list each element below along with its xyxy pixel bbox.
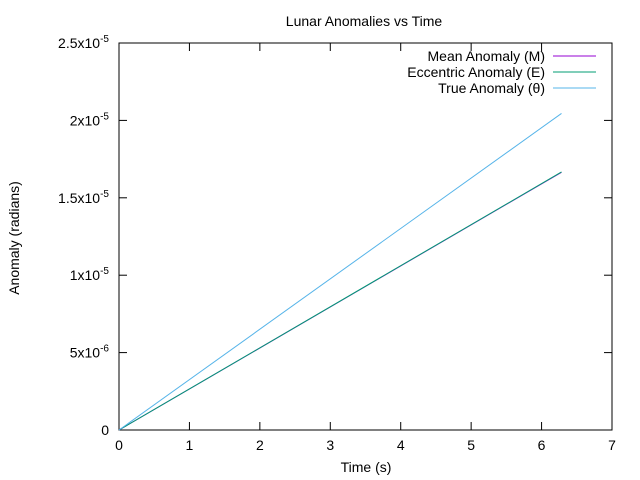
- x-tick-label: 4: [397, 437, 405, 453]
- x-tick-label: 6: [538, 437, 546, 453]
- chart-title: Lunar Anomalies vs Time: [286, 13, 443, 29]
- axes: 0 1 2 3 4 5 6 705x10-61x10-51.5x10-52x10-52.5x1…: [58, 34, 616, 453]
- x-axis-label: Time (s): [341, 459, 392, 475]
- x-tick-label: 5: [467, 437, 475, 453]
- plot-frame: [118, 42, 613, 431]
- y-axis-label: Anomaly (radians): [6, 181, 22, 295]
- x-tick-label: 0: [115, 437, 123, 453]
- y-tick-exponent: -5: [100, 111, 109, 122]
- y-tick-mantissa: 2x10: [70, 112, 101, 128]
- legend-label: Mean Anomaly (M): [428, 48, 545, 64]
- series-line-2: [118, 171, 562, 431]
- y-tick-mantissa: 2.5x10: [58, 35, 100, 51]
- y-tick-mantissa: 1.5x10: [58, 190, 100, 206]
- y-tick-label: 5x10-6: [70, 344, 110, 361]
- x-tick-label: 7: [608, 437, 616, 453]
- y-tick-label: 2x10-5: [70, 111, 110, 128]
- y-tick-mantissa: 5x10: [70, 345, 101, 361]
- y-tick-exponent: -5: [100, 34, 109, 45]
- x-tick-label: 2: [256, 437, 264, 453]
- y-tick-label: 0: [101, 422, 109, 438]
- x-tick-label: 3: [326, 437, 334, 453]
- y-tick-label: 1.5x10-5: [58, 189, 109, 206]
- series-layer: [118, 113, 562, 431]
- legend-label: Eccentric Anomaly (E): [407, 64, 545, 80]
- legend: Mean Anomaly (M)Eccentric Anomaly (E)Tru…: [407, 48, 596, 96]
- y-tick-label: 2.5x10-5: [58, 34, 109, 51]
- y-tick-mantissa: 0: [101, 422, 109, 438]
- y-tick-exponent: -6: [100, 344, 109, 355]
- x-tick-label: 1: [186, 437, 194, 453]
- legend-label: True Anomaly (θ): [438, 80, 545, 96]
- y-tick-mantissa: 1x10: [70, 267, 101, 283]
- y-tick-exponent: -5: [100, 189, 109, 200]
- series-line-3: [118, 113, 562, 431]
- y-tick-label: 1x10-5: [70, 266, 110, 283]
- y-tick-exponent: -5: [100, 266, 109, 277]
